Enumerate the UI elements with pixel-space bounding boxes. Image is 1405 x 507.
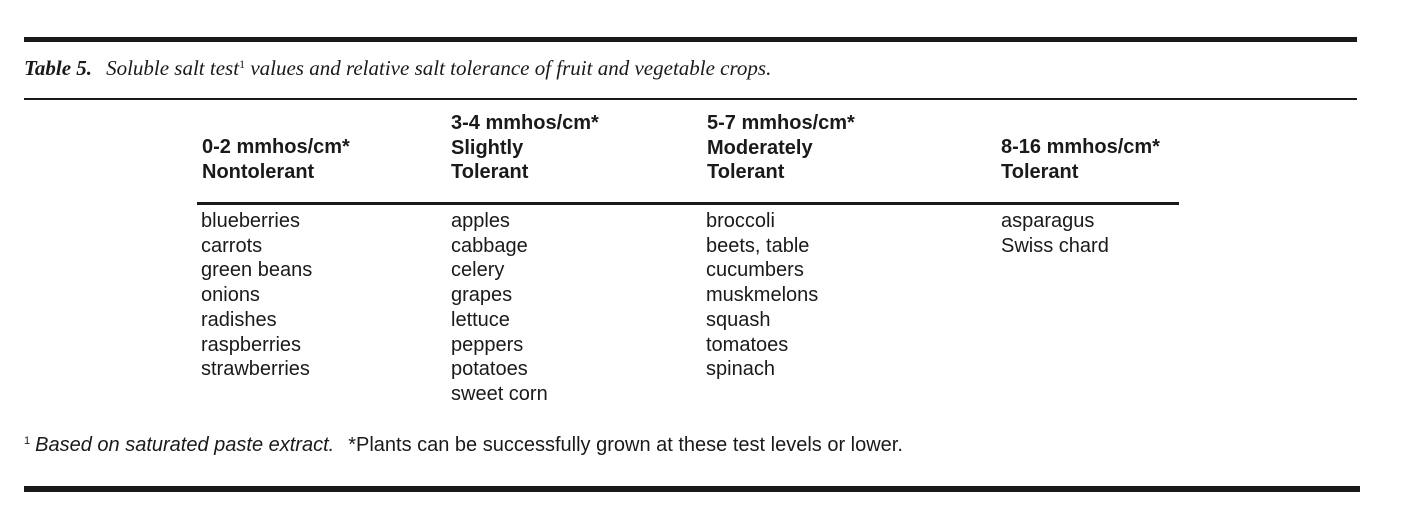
list-item: muskmelons xyxy=(706,284,819,307)
list-item: cucumbers xyxy=(706,259,804,282)
list-item: squash xyxy=(706,308,771,331)
list-item: blueberries xyxy=(201,210,300,232)
crop-list-tolerant: asparagus Swiss chard xyxy=(1001,209,1109,258)
caption-text: Soluble salt test xyxy=(106,56,240,80)
list-item: peppers xyxy=(451,333,524,356)
column-header-line: Nontolerant xyxy=(202,160,315,183)
list-item: carrots xyxy=(201,234,263,257)
caption-rule xyxy=(24,98,1357,100)
list-item: sweet corn xyxy=(451,382,548,405)
column-header-line: Tolerant xyxy=(707,161,785,183)
list-item: onions xyxy=(201,284,260,307)
column-header-line: Tolerant xyxy=(1001,160,1079,183)
column-header-slightly-tolerant: 3-4 mmhos/cm* Slightly Tolerant xyxy=(451,111,599,185)
column-header-line: Slightly xyxy=(451,136,524,159)
list-item: spinach xyxy=(706,358,775,381)
table-label: Table 5. xyxy=(24,56,93,80)
footnote-text-1: Based on saturated paste extract. xyxy=(35,434,335,456)
list-item: beets, table xyxy=(706,234,810,257)
table-top-rule xyxy=(24,37,1357,42)
list-item: asparagus xyxy=(1001,210,1095,232)
column-header-line: 5-7 mmhos/cm* xyxy=(707,112,855,134)
footnote-text-2: *Plants can be successfully grown at the… xyxy=(348,434,903,456)
list-item: green beans xyxy=(201,259,313,282)
list-item: celery xyxy=(451,259,505,282)
column-header-moderately-tolerant: 5-7 mmhos/cm* Moderately Tolerant xyxy=(707,111,855,185)
column-header-line: 0-2 mmhos/cm* xyxy=(202,136,350,158)
column-header-tolerant: 8-16 mmhos/cm* Tolerant xyxy=(1001,135,1160,184)
table-caption: Table 5. Soluble salt test1 values and re… xyxy=(24,56,771,81)
table-bottom-rule xyxy=(24,486,1360,492)
list-item: radishes xyxy=(201,308,277,331)
footnote-marker: 1 xyxy=(24,435,31,447)
list-item: broccoli xyxy=(706,210,775,232)
column-header-line: 3-4 mmhos/cm* xyxy=(451,112,599,134)
list-item: cabbage xyxy=(451,234,528,257)
list-item: lettuce xyxy=(451,308,510,331)
column-header-line: Moderately xyxy=(707,136,813,159)
caption-footnote-marker: 1 xyxy=(239,57,246,71)
crop-list-moderately-tolerant: broccoli beets, table cucumbers muskmelo… xyxy=(706,209,818,382)
list-item: potatoes xyxy=(451,358,528,381)
list-item: apples xyxy=(451,210,510,232)
list-item: tomatoes xyxy=(706,333,789,356)
column-header-line: 8-16 mmhos/cm* xyxy=(1001,136,1160,158)
list-item: grapes xyxy=(451,284,513,307)
caption-text-after: values and relative salt tolerance of fr… xyxy=(245,56,772,80)
list-item: strawberries xyxy=(201,358,310,381)
list-item: raspberries xyxy=(201,333,302,356)
column-header-nontolerant: 0-2 mmhos/cm* Nontolerant xyxy=(202,135,350,184)
column-header-line: Tolerant xyxy=(451,161,529,183)
table-footnote: 1 Based on saturated paste extract. *Plant… xyxy=(24,434,903,457)
list-item: Swiss chard xyxy=(1001,234,1109,257)
header-rule xyxy=(197,202,1179,205)
crop-list-nontolerant: blueberries carrots green beans onions r… xyxy=(201,209,312,382)
crop-list-slightly-tolerant: apples cabbage celery grapes lettuce pep… xyxy=(451,209,548,407)
